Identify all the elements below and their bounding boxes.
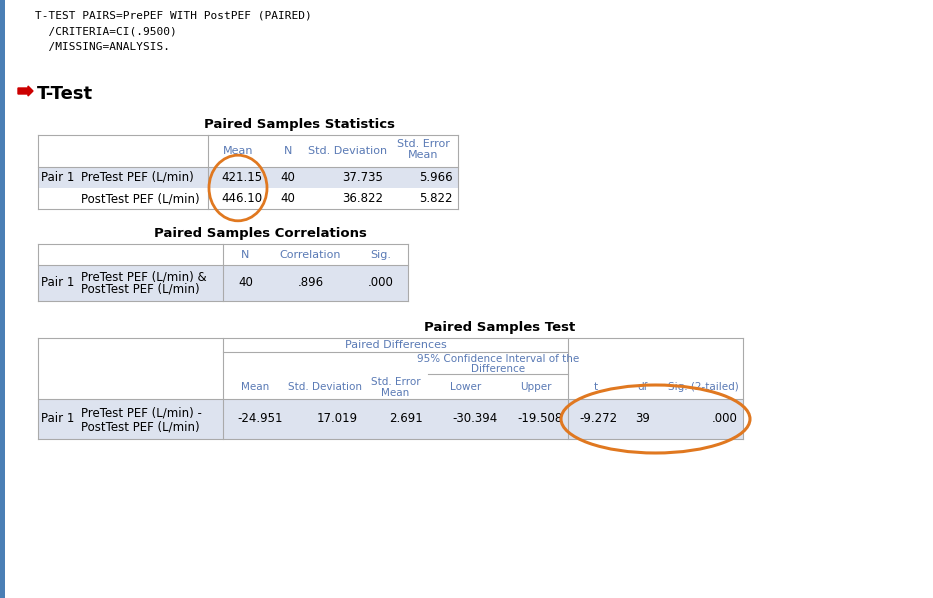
Text: Paired Samples Correlations: Paired Samples Correlations — [154, 227, 367, 240]
Text: PreTest PEF (L/min): PreTest PEF (L/min) — [81, 171, 194, 184]
Polygon shape — [18, 86, 33, 96]
Text: PostTest PEF (L/min): PostTest PEF (L/min) — [81, 192, 200, 205]
Text: N: N — [242, 249, 250, 260]
Text: 39: 39 — [635, 413, 650, 426]
Text: Std. Error: Std. Error — [370, 377, 420, 387]
Text: .000: .000 — [368, 276, 394, 289]
Text: t: t — [593, 382, 597, 392]
Bar — [38, 399, 743, 439]
Text: Pair 1: Pair 1 — [41, 413, 75, 426]
Text: PostTest PEF (L/min): PostTest PEF (L/min) — [81, 283, 200, 296]
Text: 17.019: 17.019 — [317, 413, 358, 426]
Text: -9.272: -9.272 — [580, 413, 618, 426]
Text: Std. Deviation: Std. Deviation — [288, 382, 363, 392]
Text: PreTest PEF (L/min) -: PreTest PEF (L/min) - — [81, 407, 202, 420]
Bar — [38, 167, 458, 188]
Text: /CRITERIA=CI(.9500): /CRITERIA=CI(.9500) — [35, 26, 176, 36]
Text: Pair 1: Pair 1 — [41, 276, 75, 289]
Text: Upper: Upper — [520, 382, 551, 392]
Text: Correlation: Correlation — [280, 249, 341, 260]
Text: PreTest PEF (L/min) &: PreTest PEF (L/min) & — [81, 270, 206, 283]
Text: PostTest PEF (L/min): PostTest PEF (L/min) — [81, 420, 200, 433]
Text: Sig. (2-tailed): Sig. (2-tailed) — [668, 382, 738, 392]
Text: Paired Samples Test: Paired Samples Test — [425, 321, 576, 334]
Text: 2.691: 2.691 — [389, 413, 423, 426]
Text: -24.951: -24.951 — [238, 413, 283, 426]
Text: Paired Differences: Paired Differences — [344, 340, 446, 350]
Text: Difference: Difference — [471, 364, 525, 374]
Text: Sig.: Sig. — [370, 249, 391, 260]
Bar — [38, 265, 408, 301]
Text: 37.735: 37.735 — [342, 171, 383, 184]
Text: Std. Error: Std. Error — [397, 139, 450, 149]
Text: 5.966: 5.966 — [419, 171, 453, 184]
Text: 36.822: 36.822 — [342, 192, 383, 205]
Text: df: df — [638, 382, 648, 392]
Text: 421.15: 421.15 — [222, 171, 263, 184]
Text: -30.394: -30.394 — [453, 413, 498, 426]
Text: .896: .896 — [298, 276, 324, 289]
Text: Mean: Mean — [223, 146, 253, 156]
Text: /MISSING=ANALYSIS.: /MISSING=ANALYSIS. — [35, 42, 170, 52]
Text: Mean: Mean — [382, 388, 410, 398]
Text: Paired Samples Statistics: Paired Samples Statistics — [204, 118, 396, 131]
Text: .000: .000 — [712, 413, 738, 426]
Bar — [38, 188, 458, 209]
Text: Std. Deviation: Std. Deviation — [309, 146, 387, 156]
Text: Pair 1: Pair 1 — [41, 171, 75, 184]
Text: 5.822: 5.822 — [420, 192, 453, 205]
Text: -19.508: -19.508 — [518, 413, 563, 426]
Text: 40: 40 — [281, 192, 296, 205]
Text: Mean: Mean — [408, 150, 439, 160]
Text: 95% Confidence Interval of the: 95% Confidence Interval of the — [417, 354, 579, 364]
Text: 446.10: 446.10 — [222, 192, 263, 205]
Text: N: N — [284, 146, 292, 156]
Text: T-TEST PAIRS=PrePEF WITH PostPEF (PAIRED): T-TEST PAIRS=PrePEF WITH PostPEF (PAIRED… — [35, 10, 312, 20]
Text: 40: 40 — [238, 276, 253, 289]
Bar — [0, 0, 5, 598]
Text: T-Test: T-Test — [37, 85, 93, 103]
Text: 40: 40 — [281, 171, 296, 184]
Text: Lower: Lower — [450, 382, 481, 392]
Text: Mean: Mean — [242, 382, 270, 392]
